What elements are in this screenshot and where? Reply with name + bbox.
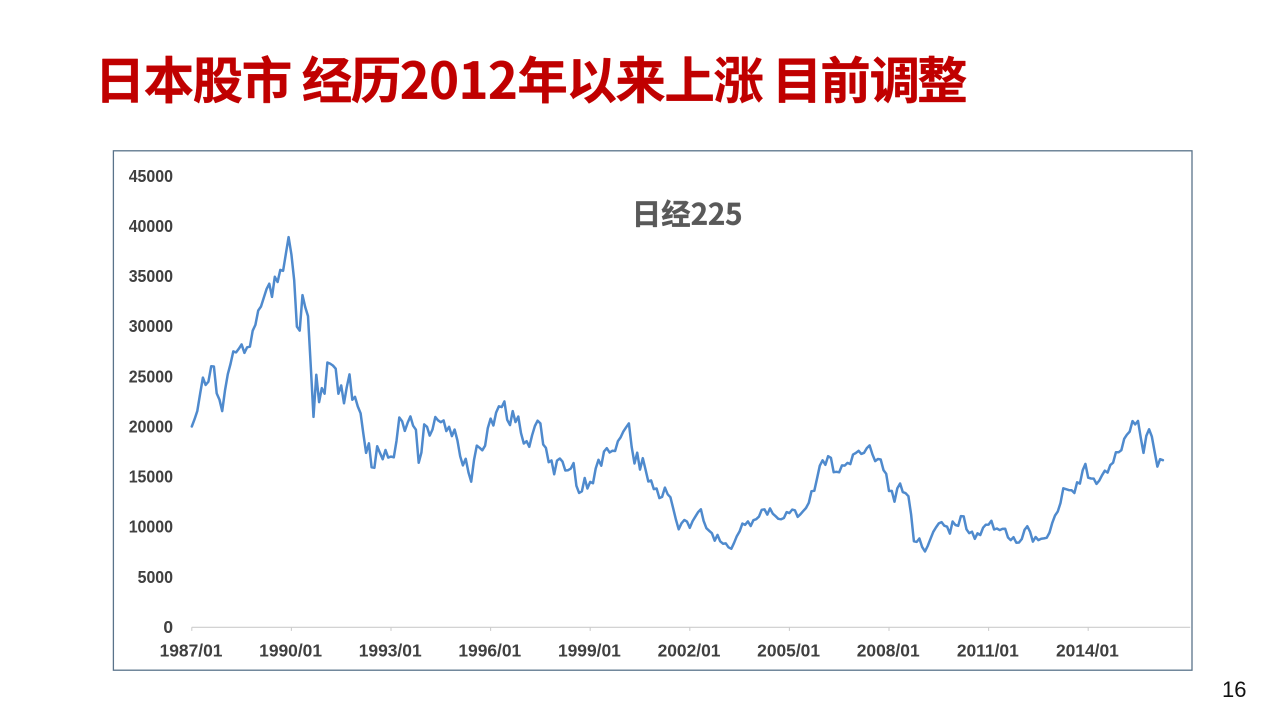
svg-text:0: 0 bbox=[163, 617, 173, 637]
svg-text:35000: 35000 bbox=[129, 266, 173, 286]
svg-text:1990/01: 1990/01 bbox=[259, 640, 322, 660]
svg-text:25000: 25000 bbox=[129, 366, 173, 386]
svg-text:30000: 30000 bbox=[129, 316, 173, 336]
svg-text:1999/01: 1999/01 bbox=[558, 640, 621, 660]
svg-text:1993/01: 1993/01 bbox=[359, 640, 422, 660]
svg-text:45000: 45000 bbox=[129, 166, 173, 186]
svg-text:20000: 20000 bbox=[129, 416, 173, 436]
svg-text:40000: 40000 bbox=[129, 216, 173, 236]
svg-text:1996/01: 1996/01 bbox=[458, 640, 521, 660]
svg-text:16: 16 bbox=[1222, 677, 1246, 702]
svg-text:15000: 15000 bbox=[129, 467, 173, 487]
svg-text:10000: 10000 bbox=[129, 517, 173, 537]
svg-text:2014/01: 2014/01 bbox=[1056, 640, 1119, 660]
svg-text:2008/01: 2008/01 bbox=[857, 640, 920, 660]
svg-text:1987/01: 1987/01 bbox=[160, 640, 223, 660]
svg-text:5000: 5000 bbox=[138, 567, 173, 587]
svg-text:2002/01: 2002/01 bbox=[658, 640, 721, 660]
svg-text:2011/01: 2011/01 bbox=[957, 640, 1019, 660]
svg-text:2005/01: 2005/01 bbox=[757, 640, 820, 660]
